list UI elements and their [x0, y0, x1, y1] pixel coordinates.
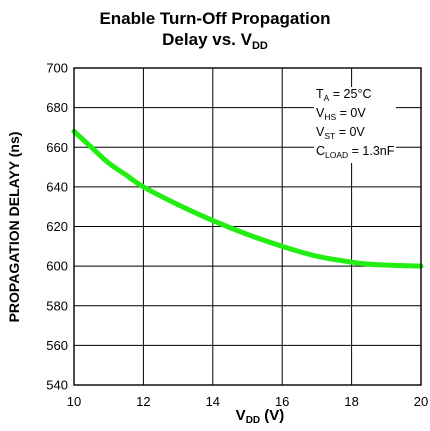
condition-vst: VST = 0V — [316, 125, 394, 144]
condition-vst-symbol: V — [316, 125, 325, 139]
x-tick-label: 14 — [206, 394, 220, 409]
condition-vhs-symbol: V — [316, 106, 325, 120]
condition-vhs-value: = 0V — [336, 106, 366, 120]
y-tick-label: 660 — [46, 140, 68, 155]
condition-cload: CLOAD = 1.3nF — [316, 144, 394, 163]
condition-temperature: TA = 25°C — [316, 87, 394, 106]
x-axis-label-subscript: DD — [245, 415, 261, 426]
x-tick-label: 18 — [344, 394, 358, 409]
x-axis-label-main: V — [235, 407, 246, 424]
chart-title-line2: Delay vs. VDD — [0, 30, 430, 56]
x-tick-label: 20 — [414, 394, 428, 409]
test-conditions-box: TA = 25°C VHS = 0V VST = 0V CLOAD = 1.3n… — [314, 87, 397, 163]
y-tick-label: 560 — [46, 338, 68, 353]
series-line-0 — [71, 128, 424, 269]
condition-vhs: VHS = 0V — [316, 106, 394, 125]
y-tick-labels: 540 560 580 600 620 640 660 680 700 — [46, 61, 68, 393]
y-axis-label: PROPAGATION DELAYY (ns) — [6, 131, 22, 323]
x-axis-label: VDD (V) — [205, 407, 315, 426]
condition-vst-subscript: ST — [324, 131, 336, 141]
y-tick-label: 580 — [46, 298, 68, 313]
plot-frame — [73, 67, 422, 386]
condition-vhs-subscript: HS — [324, 112, 337, 122]
condition-temperature-subscript: A — [323, 93, 330, 103]
chart-title-line1: Enable Turn-Off Propagation — [99, 9, 331, 28]
x-tick-label: 16 — [275, 394, 289, 409]
y-tick-label: 620 — [46, 219, 68, 234]
chart-title-line2-text: Delay vs. V — [162, 30, 252, 49]
y-tick-label: 540 — [46, 378, 68, 393]
x-tick-label: 10 — [67, 394, 81, 409]
condition-cload-subscript: LOAD — [325, 150, 349, 160]
x-axis-label-unit: (V) — [260, 407, 285, 424]
y-tick-label: 640 — [46, 179, 68, 194]
chart-title-subscript: DD — [251, 40, 268, 52]
x-tick-label: 12 — [136, 394, 150, 409]
condition-cload-value: = 1.3nF — [348, 144, 395, 158]
condition-temperature-value: = 25°C — [329, 87, 372, 101]
x-tick-labels: 10 12 14 16 18 20 — [67, 394, 428, 409]
series-lines — [71, 128, 424, 269]
condition-vst-value: = 0V — [335, 125, 365, 139]
y-tick-label: 700 — [46, 61, 68, 76]
y-tick-label: 680 — [46, 100, 68, 115]
y-tick-label: 600 — [46, 259, 68, 274]
condition-temperature-symbol: T — [316, 87, 324, 101]
condition-cload-symbol: C — [316, 144, 326, 158]
